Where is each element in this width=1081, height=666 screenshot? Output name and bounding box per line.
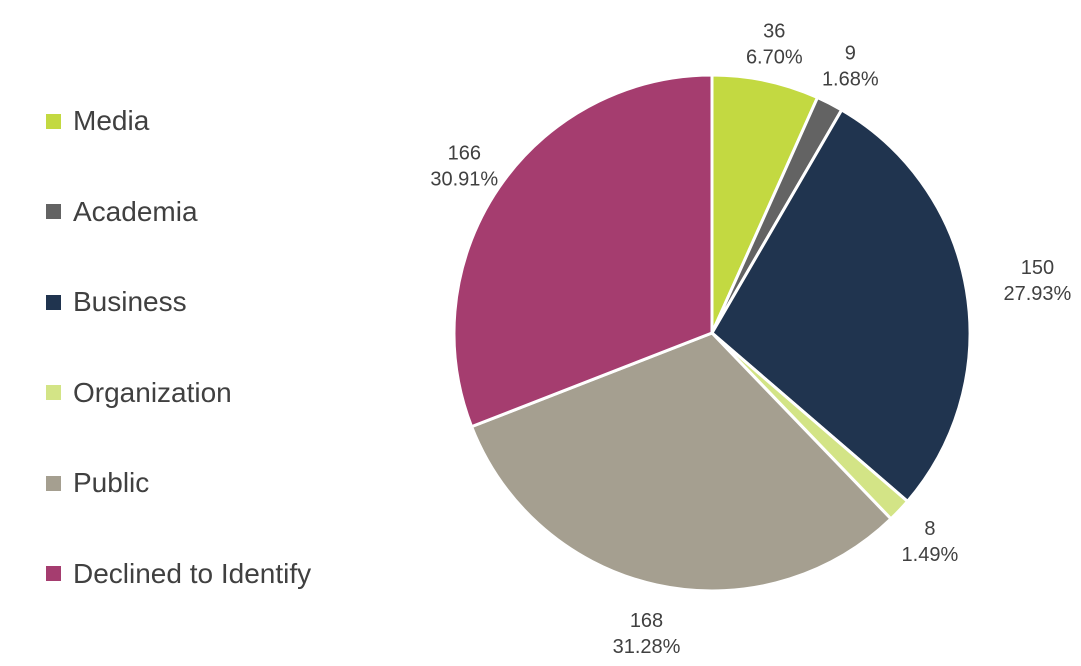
data-label-percent: 27.93% <box>1003 283 1071 305</box>
legend-item: Academia <box>46 189 311 235</box>
legend-label: Academia <box>73 195 198 227</box>
chart-legend: Media Academia Business Organization Public D… <box>46 98 311 642</box>
data-label-value: 166 <box>448 143 481 165</box>
data-label-value: 36 <box>763 21 785 43</box>
data-label-percent: 1.68% <box>822 68 879 90</box>
legend-label: Public <box>73 467 150 499</box>
legend-swatch <box>46 475 61 491</box>
legend-label: Declined to Identify <box>73 557 312 589</box>
pie-slice <box>710 73 819 335</box>
legend-swatch <box>46 566 61 582</box>
data-label-value: 168 <box>630 610 663 632</box>
legend-label: Business <box>73 286 187 318</box>
legend-item: Media <box>46 98 311 144</box>
data-label-percent: 31.28% <box>613 636 681 658</box>
data-label-value: 9 <box>845 42 856 64</box>
legend-swatch <box>46 113 61 129</box>
pie-slice <box>710 108 972 503</box>
data-label-value: 150 <box>1021 257 1054 279</box>
legend-swatch <box>46 294 61 310</box>
legend-label: Media <box>73 105 150 136</box>
legend-item: Organization <box>46 370 311 416</box>
pie-slice <box>470 331 893 593</box>
data-label-percent: 1.49% <box>902 544 959 566</box>
legend-item: Public <box>46 460 311 506</box>
legend-item: Business <box>46 279 311 325</box>
legend-item: Declined to Identify <box>46 551 311 597</box>
data-label-percent: 6.70% <box>746 47 803 69</box>
data-label-percent: 30.91% <box>430 169 498 191</box>
legend-swatch <box>46 204 61 220</box>
legend-swatch <box>46 385 61 401</box>
pie-slice <box>452 73 714 429</box>
data-label-value: 8 <box>924 518 935 540</box>
legend-label: Organization <box>73 376 232 408</box>
